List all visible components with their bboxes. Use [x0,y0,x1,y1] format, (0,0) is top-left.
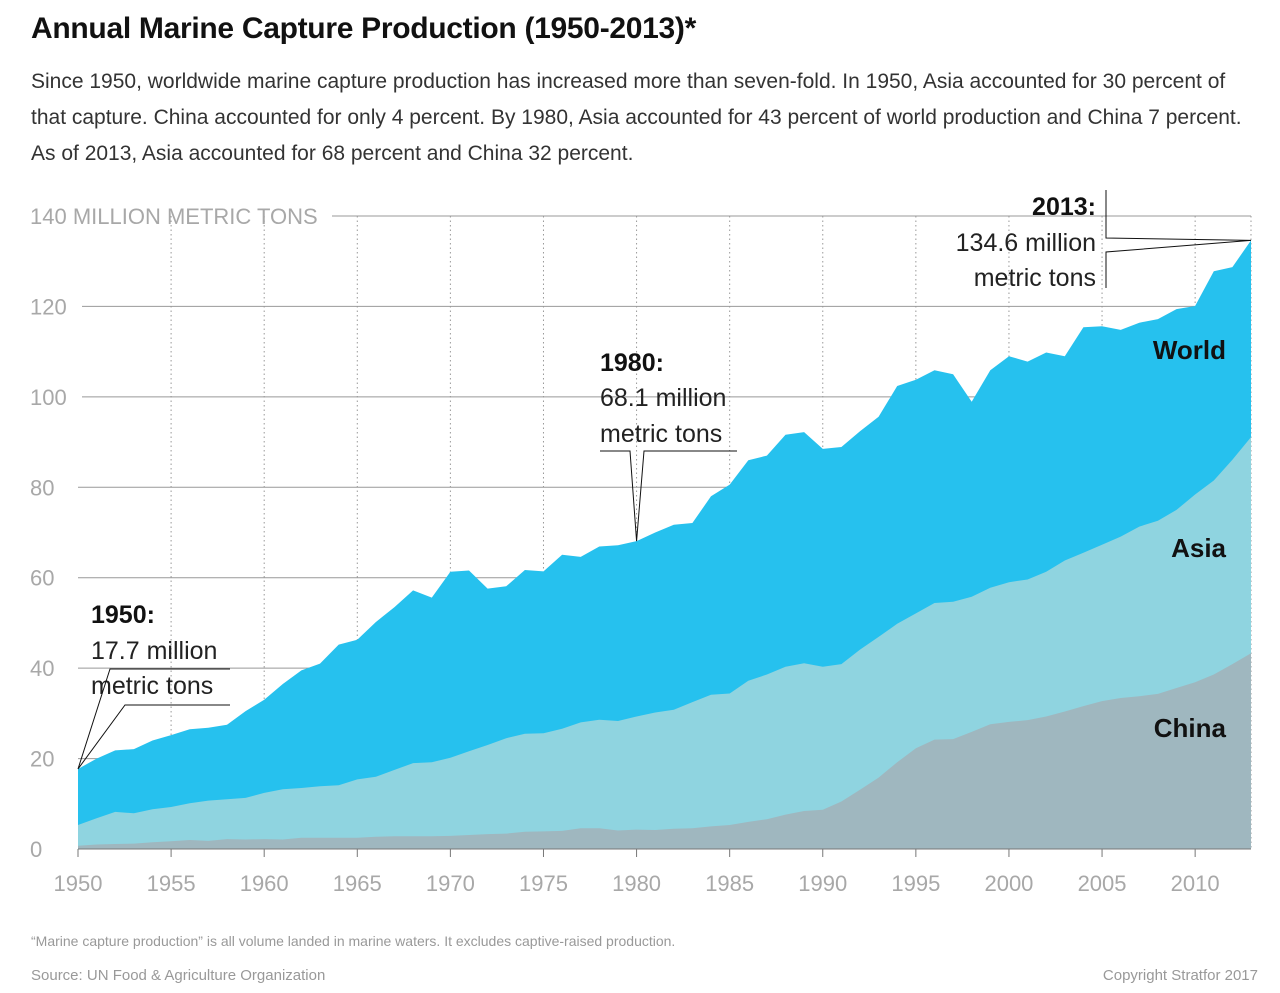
annotation-2013: 2013: 134.6 million metric tons [956,190,1252,292]
y-tick-label: 140 MILLION METRIC TONS [30,204,318,229]
annotation-value: 17.7 million [91,637,217,665]
chart-title: Annual Marine Capture Production (1950-2… [31,12,696,45]
annotation-value: 134.6 million [956,229,1096,257]
annotation-year: 1980: [600,349,664,377]
y-tick-label: 40 [30,656,54,681]
y-tick-label: 60 [30,566,54,591]
y-tick-label: 0 [30,837,42,862]
label-layer: World Asia China 1950: 17.7 million metric to… [77,190,1252,770]
y-tick-label: 20 [30,747,54,772]
annotation-leader [77,668,230,770]
annotation-unit: metric tons [974,264,1096,292]
area-china [78,653,1251,849]
series-label-china: China [1154,713,1227,743]
x-tick-label: 1950 [54,871,103,896]
annotation-unit: metric tons [600,420,722,448]
x-tick-label: 1980 [612,871,661,896]
x-tick-label: 2005 [1078,871,1127,896]
series-label-world: World [1153,335,1226,365]
annotation-leader [1105,190,1252,288]
annotation-1950: 1950: 17.7 million metric tons [77,601,230,770]
footnote: “Marine capture production” is all volum… [31,933,676,949]
y-tick-label: 120 [30,294,67,319]
y-tick-label: 100 [30,385,67,410]
axis-layer: 0 20 40 60 80 100 120 140 MILLION METRIC TONS 19… [30,204,1251,896]
annotation-year: 1950: [91,601,155,629]
x-tick-label: 1960 [240,871,289,896]
x-tick-label: 1985 [705,871,754,896]
x-tick-label: 2000 [984,871,1033,896]
x-tick-label: 1975 [519,871,568,896]
chart-description: Since 1950, worldwide marine capture pro… [31,70,1242,165]
x-tick-label: 1965 [333,871,382,896]
annotation-unit: metric tons [91,672,213,700]
x-tick-label: 2010 [1171,871,1220,896]
x-tick-label: 1955 [147,871,196,896]
x-tick-label: 1970 [426,871,475,896]
x-tick-label: 1995 [891,871,940,896]
annotation-leader [600,450,737,542]
source-note: Source: UN Food & Agriculture Organizati… [31,967,326,984]
copyright-note: Copyright Stratfor 2017 [1102,967,1258,984]
area-layer [78,240,1251,849]
annotation-year: 2013: [1032,193,1096,221]
annotation-1980: 1980: 68.1 million metric tons [600,349,737,542]
y-tick-label: 80 [30,475,54,500]
series-label-asia: Asia [1171,533,1226,563]
annotation-value: 68.1 million [600,384,726,412]
x-tick-label: 1990 [798,871,847,896]
